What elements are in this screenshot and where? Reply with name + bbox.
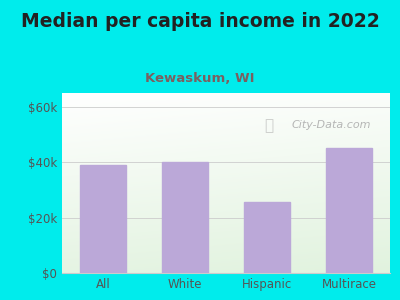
Bar (326, 148, 372, 273)
Bar (80, 165, 126, 273)
Text: ⦾: ⦾ (264, 118, 273, 133)
Text: City-Data.com: City-Data.com (292, 120, 371, 130)
Bar (162, 162, 208, 273)
Bar (244, 202, 290, 273)
Text: Median per capita income in 2022: Median per capita income in 2022 (21, 12, 379, 31)
Text: Kewaskum, WI: Kewaskum, WI (145, 72, 255, 85)
